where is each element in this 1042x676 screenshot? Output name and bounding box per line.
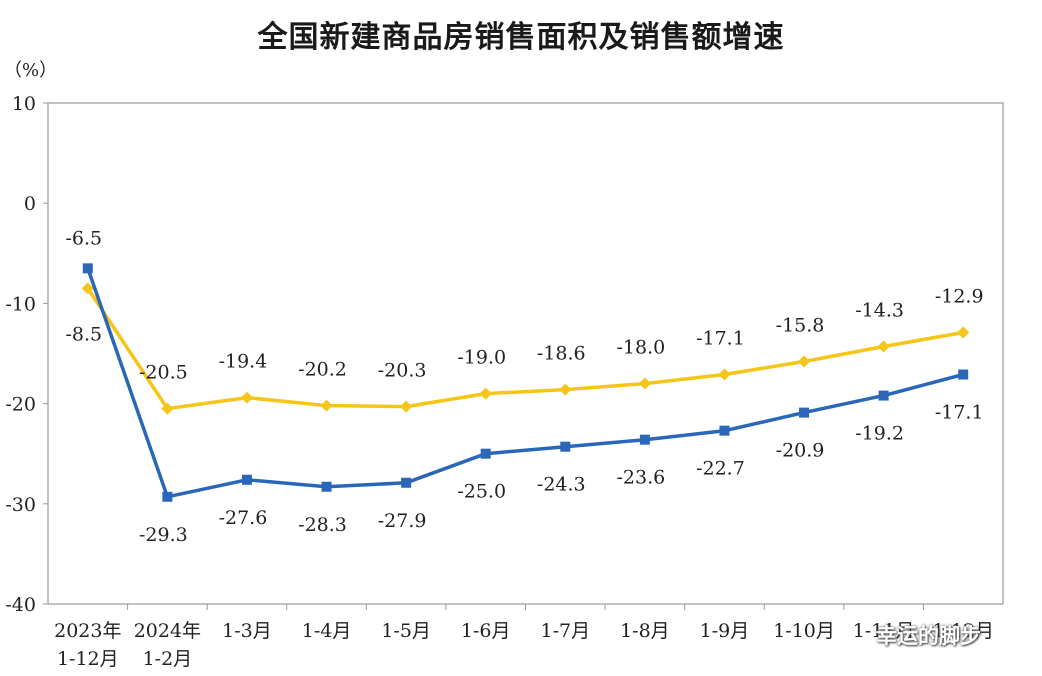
x-tick-label: 1-9月 [700, 620, 750, 642]
data-point-2 [321, 481, 332, 492]
data-label-2: -28.3 [298, 514, 347, 536]
data-point-2 [958, 369, 969, 380]
data-label-1: -19.4 [219, 351, 268, 373]
data-label-2: -19.2 [855, 423, 904, 445]
y-tick-label: -40 [5, 594, 36, 616]
x-tick-label: 1-10月 [773, 620, 835, 642]
data-label-1: -17.1 [696, 328, 745, 350]
data-label-2: -6.5 [65, 227, 102, 249]
data-point-1 [320, 399, 333, 412]
plot-border [47, 102, 1004, 605]
data-point-1 [798, 355, 811, 368]
x-tick-label: 1-12月 [932, 620, 994, 642]
x-axis-ticks: 2023年 1-12月 2024年 1-2月 1-3月 1-4月 1-5月 1-6月 1-7月 1… [54, 620, 994, 670]
data-label-1: -18.6 [537, 343, 586, 365]
x-tick-label: 2023年 [54, 620, 121, 642]
data-point-1 [957, 326, 970, 339]
data-label-2: -22.7 [696, 458, 745, 480]
data-label-1: -19.0 [457, 347, 506, 369]
data-label-2: -29.3 [139, 524, 188, 546]
y-tick-label: -30 [5, 494, 36, 516]
x-tick-label: 1-8月 [620, 620, 670, 642]
y-tick-label: -10 [5, 293, 36, 315]
x-tick-label: 2024年 [134, 620, 201, 642]
data-label-2: -23.6 [617, 467, 666, 489]
data-point-2 [560, 441, 571, 452]
data-label-2: -27.9 [378, 510, 427, 532]
y-tick-label: 0 [24, 193, 36, 215]
data-point-1 [718, 368, 731, 381]
data-point-2 [719, 425, 730, 436]
data-point-1 [479, 387, 492, 400]
data-label-1: -8.5 [65, 323, 102, 345]
x-tick-label: 1-3月 [222, 620, 272, 642]
data-label-2: -25.0 [457, 481, 506, 503]
data-label-1: -20.5 [139, 362, 188, 384]
data-point-1 [240, 391, 253, 404]
data-label-1: -14.3 [855, 299, 904, 321]
data-point-1 [161, 402, 174, 415]
x-tick-label: 1-6月 [461, 620, 511, 642]
x-tick-label: 1-11月 [853, 620, 915, 642]
data-point-1 [400, 400, 413, 413]
data-label-1: -12.9 [935, 285, 984, 307]
series-line-2 [86, 267, 964, 499]
data-label-2: -24.3 [537, 474, 586, 496]
data-point-2 [162, 491, 173, 502]
y-axis-unit: （%） [4, 60, 58, 81]
data-point-2 [480, 448, 491, 459]
x-tick-label: 1-4月 [302, 620, 352, 642]
data-label-layer: -8.5 -20.5 -19.4 -20.2 -20.3 -19.0 -18.6 -18.0 -… [65, 227, 983, 545]
x-tick-label: 1-12月 [57, 648, 119, 670]
data-point-2 [878, 390, 889, 401]
chart-title: 全国新建商品房销售面积及销售额增速 [257, 20, 785, 55]
data-label-1: -20.2 [298, 359, 347, 381]
data-label-1: -20.3 [378, 360, 427, 382]
data-point-2 [241, 474, 252, 485]
data-point-1 [638, 377, 651, 390]
y-tick-label: 10 [12, 93, 36, 115]
data-label-2: -27.6 [219, 507, 268, 529]
series-line-1 [86, 287, 964, 411]
x-tick-label: 1-5月 [381, 620, 431, 642]
plot-frame [43, 102, 1004, 610]
y-axis-ticks: 10 0 -10 -20 -30 -40 [5, 93, 36, 616]
data-point-1 [81, 282, 94, 295]
y-tick-label: -20 [5, 394, 36, 416]
x-tick-label: 1-7月 [540, 620, 590, 642]
data-point-2 [82, 263, 93, 274]
series-layer [81, 263, 970, 502]
x-tick-label: 1-2月 [143, 648, 193, 670]
data-point-2 [401, 477, 412, 488]
data-point-2 [639, 434, 650, 445]
data-point-1 [877, 340, 890, 353]
data-label-2: -20.9 [776, 440, 825, 462]
watermark-text: 幸运的脚步 [876, 624, 981, 648]
data-label-1: -15.8 [776, 315, 825, 337]
data-label-1: -18.0 [617, 337, 666, 359]
data-point-2 [799, 407, 810, 418]
data-label-2: -17.1 [935, 402, 984, 424]
data-point-1 [559, 383, 572, 396]
